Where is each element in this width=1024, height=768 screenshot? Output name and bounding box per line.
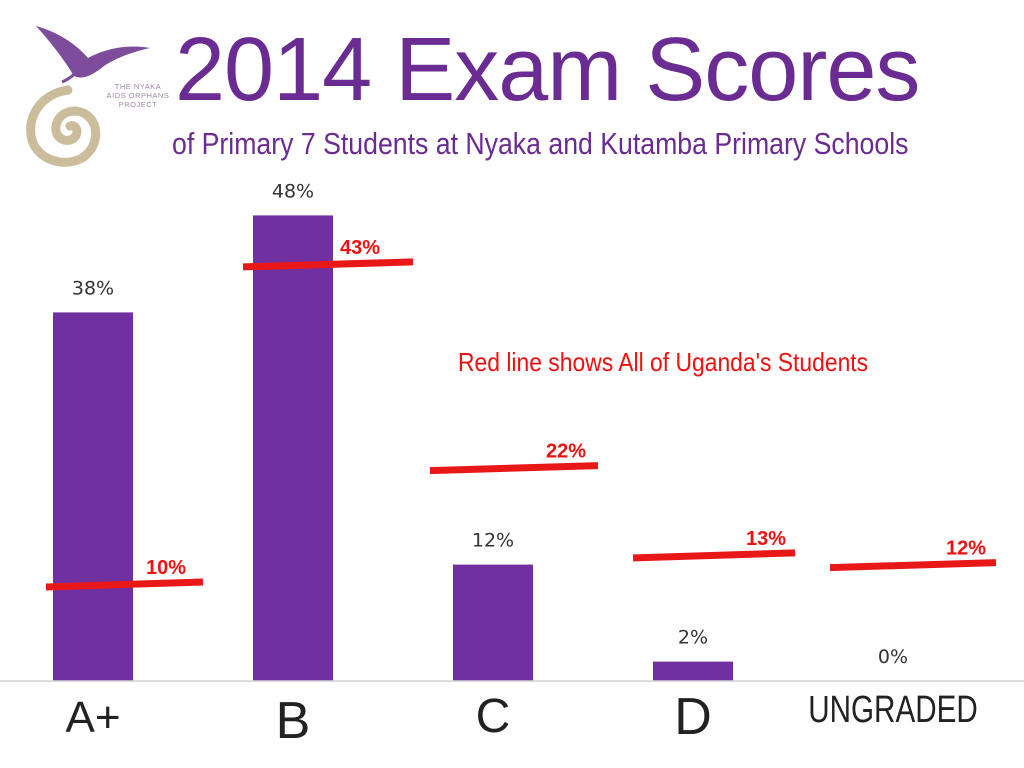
category-label-1: B xyxy=(276,692,311,750)
chart-subtitle: of Primary 7 Students at Nyaka and Kutam… xyxy=(172,126,909,161)
reference-line-note: Red line shows All of Uganda's Students xyxy=(458,347,869,377)
logo-line-1: THE NYAKA xyxy=(114,82,162,91)
bar-3 xyxy=(653,661,733,681)
bar-2 xyxy=(453,564,533,681)
chart-title: 2014 Exam Scores xyxy=(175,20,920,120)
reference-value-label-3: 13% xyxy=(746,528,786,550)
reference-value-label-1: 43% xyxy=(340,237,380,259)
bar-value-label-0: 38% xyxy=(72,277,114,299)
reference-line-2 xyxy=(429,462,599,475)
reference-line-3 xyxy=(632,549,796,562)
nyaka-logo: THE NYAKA AIDS ORPHANS PROJECT xyxy=(18,18,169,168)
category-label-4: UNGRADED xyxy=(808,689,978,731)
reference-line-0 xyxy=(45,578,204,591)
logo-bird-spiral-icon xyxy=(26,26,150,167)
bar-1 xyxy=(253,215,333,681)
bar-value-label-1: 48% xyxy=(272,180,314,202)
logo-text: THE NYAKA AIDS ORPHANS PROJECT xyxy=(88,82,188,109)
bar-value-label-3: 2% xyxy=(678,627,708,649)
category-label-2: C xyxy=(476,690,511,743)
logo-line-2: AIDS ORPHANS xyxy=(106,91,170,100)
reference-line-4 xyxy=(829,559,997,572)
bar-value-label-4: 0% xyxy=(878,646,908,668)
bar-value-label-2: 12% xyxy=(472,530,514,552)
reference-value-label-0: 10% xyxy=(146,557,186,579)
category-label-0: A+ xyxy=(65,693,120,742)
reference-line-1 xyxy=(242,258,414,271)
bar-0 xyxy=(53,312,133,681)
reference-value-label-2: 22% xyxy=(546,441,586,463)
reference-value-label-4: 12% xyxy=(946,538,986,560)
category-label-3: D xyxy=(674,688,712,746)
logo-line-3: PROJECT xyxy=(118,100,158,109)
